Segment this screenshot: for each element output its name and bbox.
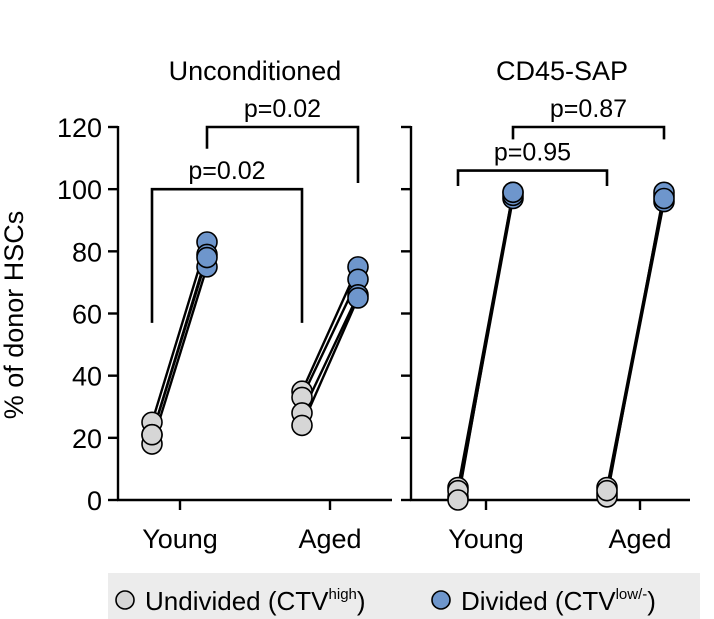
panel-2-p-value-divided: p=0.87 [550, 95, 627, 123]
y-tick-label: 20 [72, 424, 102, 454]
panel-2-x-tick-label: Young [448, 524, 524, 554]
paired-lines [150, 192, 666, 501]
panel-2-pair-line [605, 198, 666, 491]
panel-2-divided-point [502, 181, 524, 204]
panel-2-title: CD45-SAP [496, 56, 628, 86]
panel-2-divided-point [653, 187, 675, 210]
panel-1-x-tick-label: Young [142, 524, 218, 554]
panel-1-title: Unconditioned [169, 56, 342, 86]
y-tick-label: 0 [87, 486, 102, 516]
panel-2-p-value-undivided: p=0.95 [494, 139, 571, 167]
significance-brackets: p=0.02 p=0.02 p=0.95 p=0.87 [150, 95, 666, 323]
legend-divided-main: Divided (CTV [461, 586, 616, 616]
data-points [141, 181, 675, 511]
panel-1-undivided-point [141, 423, 163, 446]
panel-1-divided-point [347, 287, 369, 309]
panel-2-undivided-point [596, 479, 618, 502]
panel-1-bracket-divided [205, 125, 360, 183]
panel-2-pair-line [456, 192, 515, 501]
panel-1-pair-line [300, 266, 360, 392]
y-tick-label: 40 [72, 362, 102, 392]
legend-divided-sup: low/- [616, 586, 648, 603]
y-tick-label: 120 [57, 113, 102, 143]
legend-divided-marker [431, 590, 451, 610]
y-tick-label: 80 [72, 237, 102, 267]
panel-1-divided-point [196, 246, 218, 269]
y-axis-label: % of donor HSCs [0, 211, 29, 420]
legend-undivided-label: Undivided (CTVhigh) [145, 586, 366, 616]
panel-1-p-value-divided: p=0.02 [244, 95, 321, 123]
panel-1-bracket-undivided [150, 187, 304, 323]
panel-2-bracket-divided [511, 125, 666, 140]
legend-divided-end: ) [647, 586, 656, 616]
legend-undivided-sup: high [329, 586, 357, 603]
panel-1-pair-line [150, 257, 209, 436]
panel-2-x-tick-label: Aged [608, 524, 671, 554]
panel-2-bracket-undivided [456, 169, 609, 187]
panel-1-undivided-point [291, 414, 313, 437]
y-tick-label: 60 [72, 300, 102, 330]
panel-1-x-tick-label: Aged [298, 524, 361, 554]
legend-undivided-end: ) [357, 586, 366, 616]
y-tick-label: 100 [57, 175, 102, 205]
panel-1-pair-line [150, 266, 209, 445]
panel-2-undivided-point [447, 489, 469, 511]
legend-undivided-marker [115, 590, 135, 610]
axes: Unconditioned 0 20 40 60 80 100 120 Young Aged CD4… [57, 56, 690, 554]
panel-1-p-value-undivided: p=0.02 [188, 157, 265, 185]
legend: Undivided (CTVhigh) Divided (CTVlow/-) [108, 573, 700, 619]
legend-divided-label: Divided (CTVlow/-) [461, 586, 656, 616]
legend-undivided-main: Undivided (CTV [145, 586, 329, 616]
panel-1-pair-line [300, 297, 360, 426]
legend-background [108, 573, 700, 619]
